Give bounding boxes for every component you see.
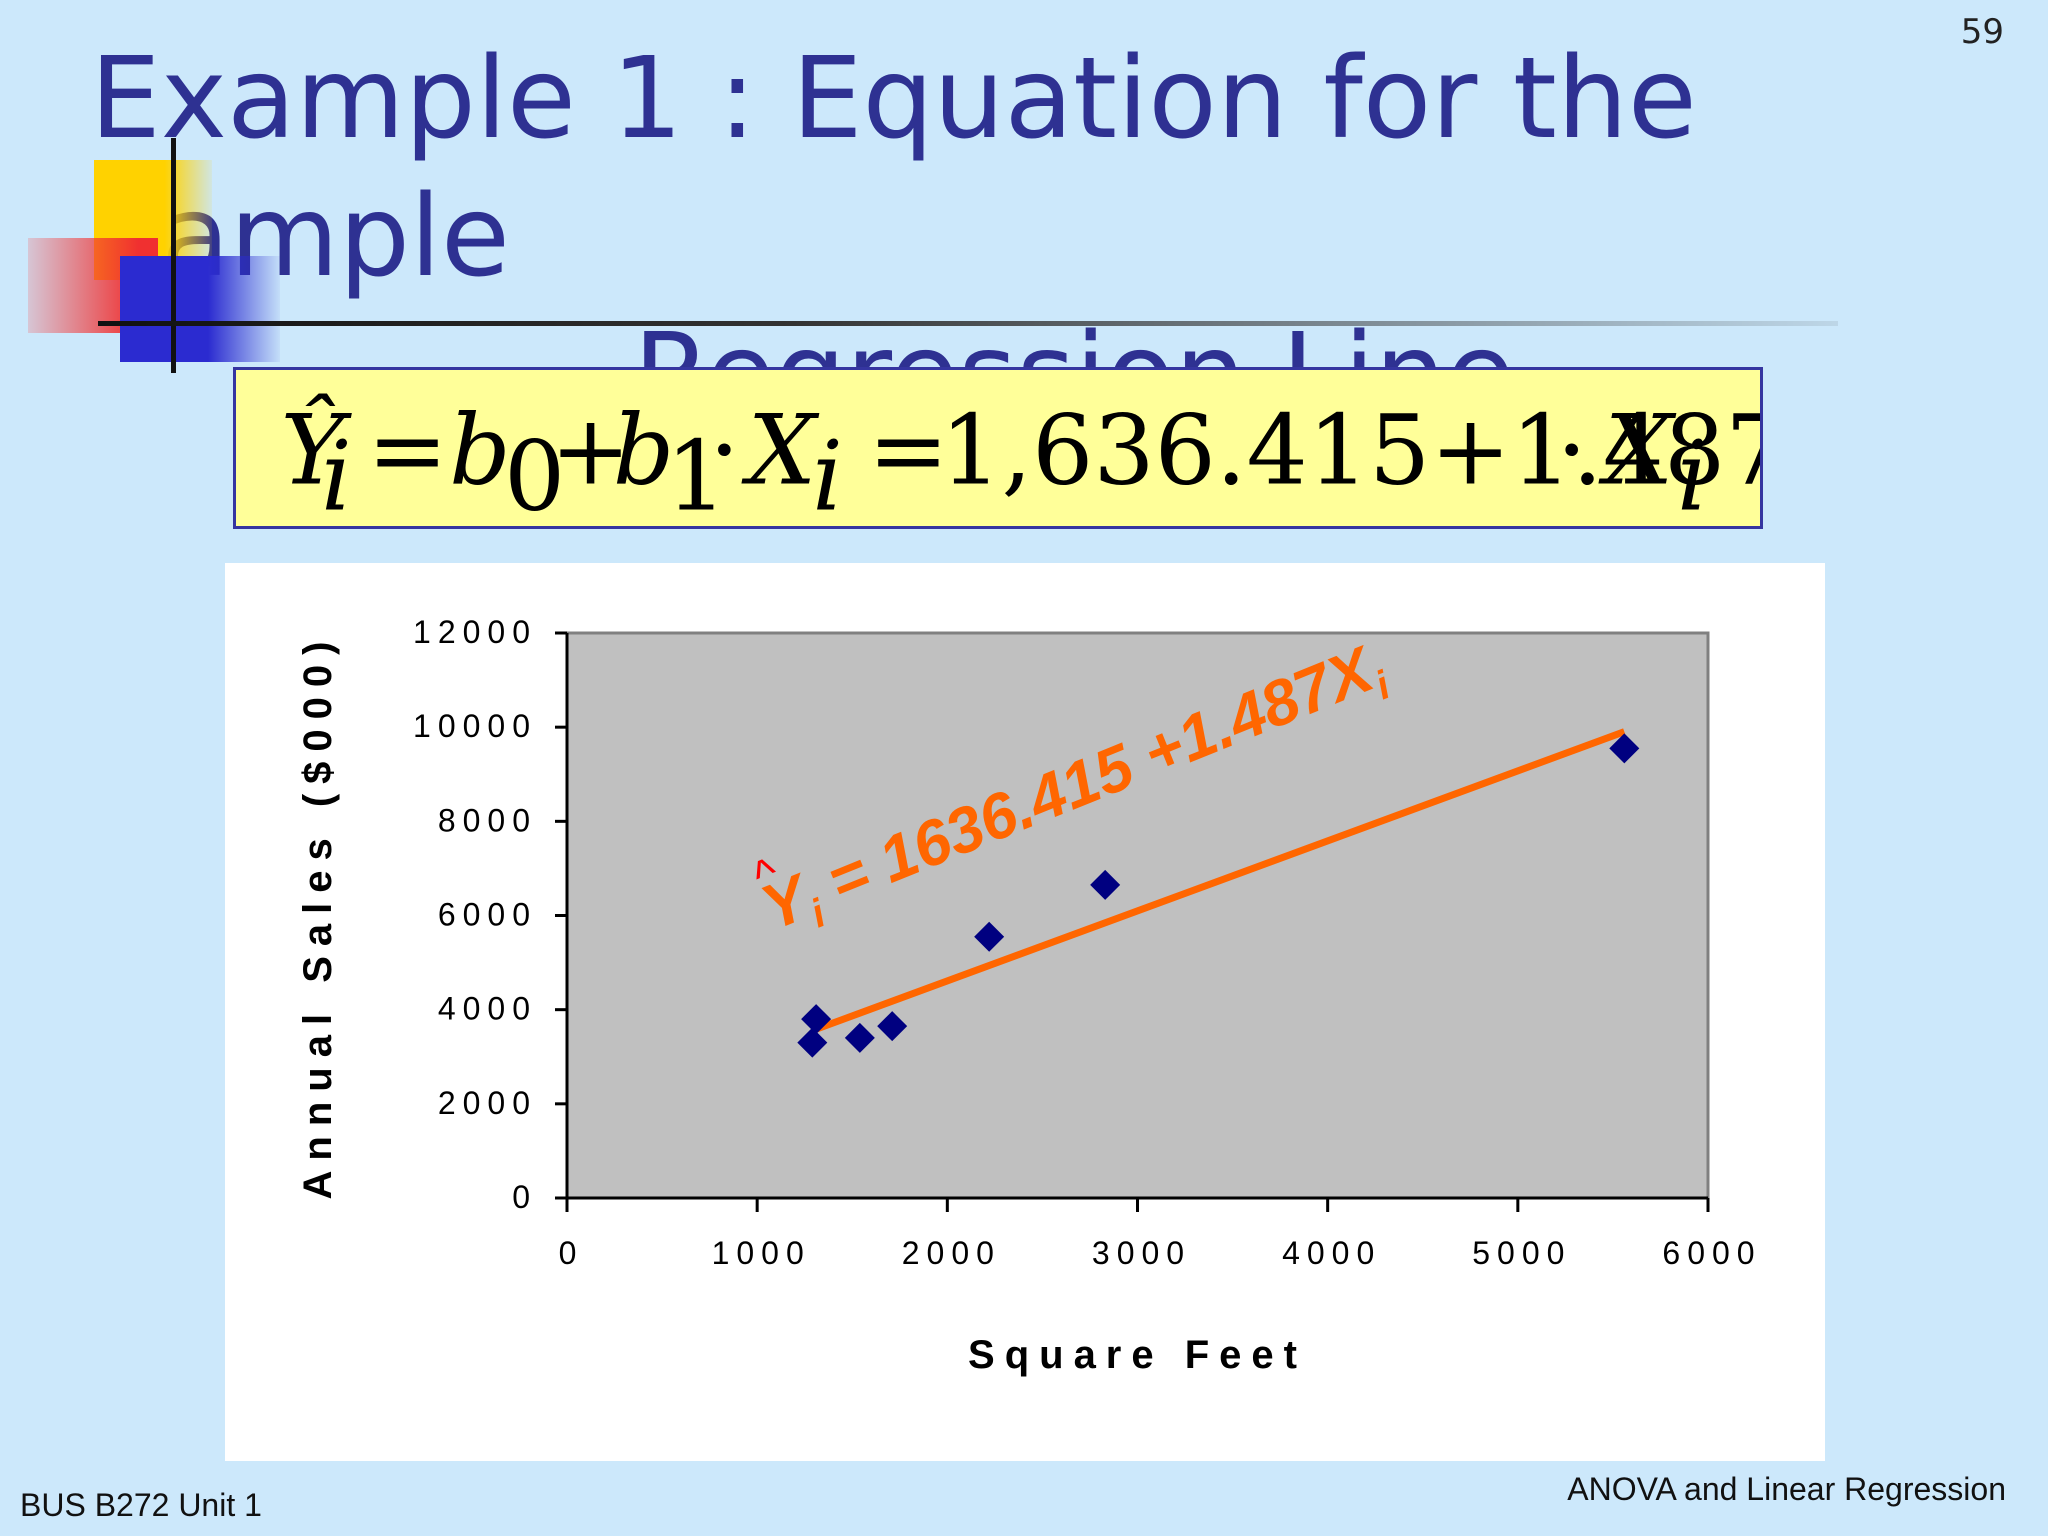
data-points bbox=[797, 733, 1640, 1058]
formula-values: 1,636.415+1.487 bbox=[940, 395, 1760, 507]
y-tick-label: 6000 bbox=[438, 897, 537, 933]
formula-sub-i-3: i bbox=[1677, 421, 1708, 526]
formula-yhat: Ŷ bbox=[281, 395, 353, 507]
x-tick-label: 5000 bbox=[1472, 1235, 1571, 1271]
formula-sub-0: 0 bbox=[504, 421, 565, 526]
x-tick-label: 2000 bbox=[902, 1235, 1001, 1271]
y-tick-label: 0 bbox=[512, 1179, 537, 1215]
data-point bbox=[797, 1027, 828, 1058]
y-axis: 0 2000 4000 6000 8000 10000 12000 bbox=[413, 614, 569, 1215]
x-tick-label: 3000 bbox=[1092, 1235, 1191, 1271]
formula-sub-1: 1 bbox=[666, 421, 727, 526]
formula-b1: b bbox=[613, 395, 675, 507]
data-point bbox=[974, 921, 1005, 952]
regression-formula-box: Ŷ i = b 0 + b 1 · X i = 1,636.415+1.487 … bbox=[233, 367, 1787, 533]
slide-number: 59 bbox=[1960, 12, 2004, 52]
y-tick-label: 2000 bbox=[438, 1085, 537, 1121]
regression-formula: Ŷ i = b 0 + b 1 · X i = 1,636.415+1.487 … bbox=[281, 395, 1787, 533]
x-tick-label: 1000 bbox=[712, 1235, 811, 1271]
data-point bbox=[1090, 869, 1121, 900]
data-point bbox=[844, 1022, 875, 1053]
data-point bbox=[877, 1011, 908, 1042]
y-tick-label: 10000 bbox=[413, 708, 537, 744]
x-axis-title: Square Feet bbox=[968, 1333, 1307, 1377]
x-tick-label: 6000 bbox=[1662, 1235, 1761, 1271]
y-tick-label: 4000 bbox=[438, 991, 537, 1027]
scatter-chart: 0 2000 4000 6000 8000 10000 12000 0 1000 2000 300… bbox=[296, 614, 1761, 1377]
formula-sub-i-1: i bbox=[321, 421, 352, 526]
decor-vertical-line bbox=[171, 138, 176, 373]
data-point bbox=[801, 1004, 832, 1035]
decor-blue-square bbox=[120, 256, 280, 362]
footer-topic: ANOVA and Linear Regression bbox=[1567, 1471, 2006, 1507]
regression-line bbox=[811, 728, 1626, 1034]
x-tick-label: 0 bbox=[559, 1235, 584, 1271]
formula-dot-1: · bbox=[709, 395, 740, 507]
footer-course: BUS B272 Unit 1 bbox=[20, 1487, 262, 1523]
formula-sub-i-2: i bbox=[812, 421, 843, 526]
chart-panel: 0 2000 4000 6000 8000 10000 12000 0 1000 2000 300… bbox=[225, 563, 1825, 1461]
formula-dot-2: · bbox=[1557, 395, 1588, 507]
data-point bbox=[1609, 733, 1640, 764]
formula-eq-1: = bbox=[367, 395, 448, 507]
formula-eq-2: = bbox=[868, 395, 949, 507]
formula-plus: + bbox=[550, 395, 631, 507]
x-tick-label: 4000 bbox=[1282, 1235, 1381, 1271]
formula-b0: b bbox=[449, 395, 511, 507]
y-tick-label: 8000 bbox=[438, 802, 537, 838]
title-underline bbox=[98, 321, 1838, 326]
y-axis-title: Annual Sales ($000) bbox=[296, 632, 340, 1200]
formula-x-2: X bbox=[1598, 395, 1677, 507]
slide-title-line1: Example 1 : Equation for the Sample bbox=[90, 34, 1697, 302]
plot-area bbox=[565, 631, 1710, 1200]
formula-x-1: X bbox=[741, 395, 820, 507]
y-tick-label: 12000 bbox=[413, 614, 537, 650]
x-axis: 0 1000 2000 3000 4000 5000 6000 bbox=[559, 1196, 1761, 1271]
